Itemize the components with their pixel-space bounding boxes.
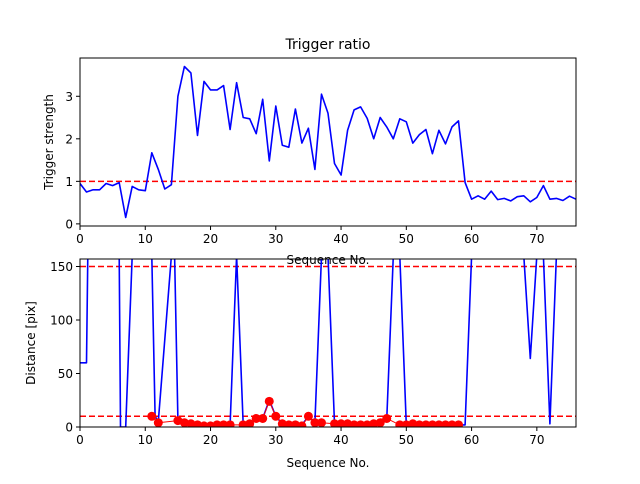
y-tick-label: 100 [50,313,73,327]
y-tick-label: 1 [65,175,73,189]
distance-panel: 0 10 20 30 40 50 60 70 0 50 100 150 Sequence No. D… [24,258,577,470]
bottom-x-axis-label: Sequence No. [287,456,370,470]
x-tick-label: 50 [399,433,414,447]
x-tick-label: 0 [76,433,84,447]
series-line [80,65,576,219]
x-tick-label: 40 [333,232,348,246]
x-tick-label: 20 [203,433,218,447]
bottom-y-axis-label: Distance [pix] [24,301,38,385]
data-point [369,419,379,427]
y-tick-label: 3 [65,90,73,104]
top-axes-frame [79,57,577,227]
y-tick-label: 2 [65,132,73,146]
x-tick-label: 20 [203,232,218,246]
x-tick-label: 50 [399,232,414,246]
y-tick-label: 150 [50,260,73,274]
y-tick-label: 0 [65,421,73,435]
x-tick-label: 10 [138,232,153,246]
series-line [80,259,558,427]
x-tick-label: 0 [76,232,84,246]
y-tick-label: 0 [65,217,73,231]
top-y-axis-label: Trigger strength [42,94,56,191]
point-series-line [151,399,459,427]
y-tick-label: 50 [58,367,73,381]
x-tick-label: 30 [268,232,283,246]
x-tick-label: 30 [268,433,283,447]
x-tick-label: 70 [529,433,544,447]
x-tick-label: 70 [529,232,544,246]
x-tick-label: 40 [333,433,348,447]
x-tick-label: 60 [464,433,479,447]
data-point [245,419,255,427]
x-tick-label: 10 [138,433,153,447]
x-tick-label: 60 [464,232,479,246]
bottom-axes-frame [79,258,577,428]
top-chart-title: Trigger ratio [284,37,370,53]
